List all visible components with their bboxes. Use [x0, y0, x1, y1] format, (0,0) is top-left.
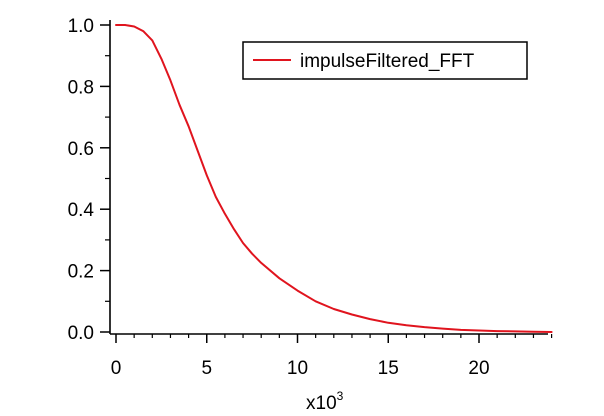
series-line-impulseFiltered_FFT: [115, 24, 553, 333]
x-tick-label: 5: [201, 358, 212, 379]
x-multiplier-exponent: 3: [337, 389, 344, 403]
y-tick-label: 1.0: [68, 16, 94, 37]
series-layer: [115, 24, 553, 333]
y-tick-label: 0.8: [68, 77, 94, 98]
legend: impulseFiltered_FFT: [242, 41, 528, 80]
y-tick-label: 0.2: [68, 262, 94, 283]
x-tick-label: 0: [111, 358, 122, 379]
legend-label-impulseFiltered_FFT: impulseFiltered_FFT: [300, 51, 475, 72]
axes: [109, 20, 548, 335]
x-axis-multiplier-label: x103: [306, 389, 344, 414]
x-tick-label: 10: [287, 358, 308, 379]
x-axis-ticks: 0 5 10 15 20: [111, 334, 553, 379]
y-tick-label: 0.4: [68, 200, 95, 221]
x-tick-label: 20: [468, 358, 489, 379]
y-tick-label: 0.6: [68, 139, 94, 160]
y-tick-label: 0.0: [68, 323, 94, 344]
x-tick-label: 15: [378, 358, 399, 379]
x-multiplier-base: x10: [306, 393, 337, 414]
y-axis-ticks: 0.0 0.2 0.4 0.6 0.8 1.0: [68, 16, 110, 344]
